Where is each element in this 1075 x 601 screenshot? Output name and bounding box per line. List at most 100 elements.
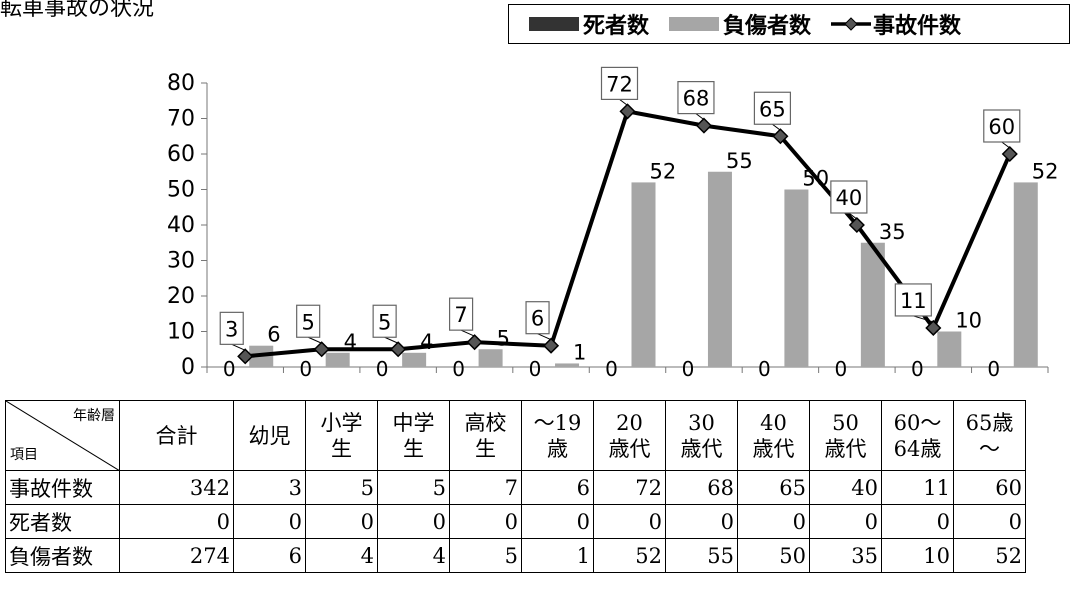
label-box-accidents [753, 91, 792, 125]
header-line: 生 [403, 436, 424, 461]
data-label-injured: 52 [1032, 159, 1059, 183]
data-label-accidents: 65 [759, 97, 786, 121]
header-line: 30 [688, 410, 715, 435]
data-label-deaths: 0 [758, 357, 771, 381]
corner-diagonal [6, 401, 120, 471]
table-cell: 6 [521, 470, 594, 505]
table-row: 死者数 0 0 0 0 0 0 0 0 0 0 0 0 [5, 504, 1026, 539]
data-label-injured: 52 [650, 159, 677, 183]
label-box-accidents [296, 304, 321, 338]
leader-accidents [1001, 141, 1011, 149]
table-cell: 0 [737, 504, 810, 539]
data-label-accidents: 60 [988, 115, 1015, 139]
legend-item-accidents: 事故件数 [831, 8, 961, 40]
table-cell: 52 [593, 538, 666, 573]
label-box-accidents [600, 66, 639, 101]
y-tick-label: 0 [181, 355, 195, 380]
table-header-cell: 合計 [119, 400, 234, 471]
label-box-accidents [830, 180, 868, 214]
data-label-accidents: 6 [531, 307, 544, 331]
header-line: 20 [616, 410, 643, 435]
marker-accidents [542, 337, 560, 354]
table-header-cell: 小学生 [305, 400, 378, 471]
header-line: 歳代 [680, 436, 723, 461]
legend-label-accidents: 事故件数 [873, 14, 962, 39]
label-box-accidents [983, 109, 1021, 143]
table-header-row: 年齢層 項目 合計 幼児 小学生中学生高校生〜19 歳 20 歳代 30 歳代 40 歳代 50 歳代… [5, 400, 1026, 471]
table-cell: 7 [449, 470, 522, 505]
leader-accidents [231, 343, 246, 351]
table-cell: 5 [377, 470, 450, 505]
data-label-deaths: 0 [987, 357, 1000, 381]
y-tick-label: 50 [167, 178, 195, 203]
table-cell: 60 [953, 470, 1026, 505]
data-label-accidents: 68 [683, 87, 710, 111]
table-header-cell: 50 歳代 [809, 400, 882, 471]
y-tick-label: 70 [167, 107, 195, 132]
leader-accidents [307, 336, 322, 344]
header-line: 小学 [320, 410, 363, 435]
table-header-cell: 65歳〜 [953, 400, 1026, 471]
header-line: 歳代 [824, 436, 867, 461]
legend-swatch-injured [669, 17, 720, 31]
leader-accidents [384, 336, 399, 344]
table-cell: 5 [305, 470, 378, 505]
table-cell: 342 [119, 470, 234, 505]
table-cell: 0 [233, 504, 306, 539]
marker-accidents [619, 103, 636, 120]
header-line: 〜 [979, 436, 1000, 461]
header-line: 歳代 [608, 436, 651, 461]
header-line: 50 [832, 410, 859, 435]
header-line: 生 [475, 436, 496, 461]
data-label-accidents: 40 [835, 186, 862, 210]
marker-accidents [925, 319, 942, 337]
table-cell: 0 [119, 504, 234, 539]
table-cell: 0 [521, 504, 594, 539]
line-group [237, 103, 1018, 365]
leader-accidents [460, 329, 475, 337]
legend-swatch-deaths [529, 17, 579, 31]
data-label-injured: 35 [879, 220, 906, 244]
table-cell: 4 [305, 538, 378, 573]
table-cell: 0 [593, 504, 666, 539]
data-label-deaths: 0 [299, 357, 312, 381]
bar-injured [555, 363, 580, 367]
corner-top-label: 年齢層 [73, 408, 115, 424]
y-tick-label: 40 [167, 213, 195, 238]
leader-accidents [772, 123, 781, 131]
label-box-accidents [372, 304, 397, 338]
label-box-accidents [525, 301, 550, 335]
y-tick-label: 80 [167, 71, 195, 96]
bar-injured [631, 182, 656, 367]
marker-accidents [237, 348, 254, 365]
marker-accidents [695, 117, 713, 134]
table-cell: 40 [809, 470, 882, 505]
data-table: 年齢層 項目 合計 幼児 小学生中学生高校生〜19 歳 20 歳代 30 歳代 40 歳代 50 歳代… [5, 400, 1026, 573]
data-label-deaths: 0 [605, 357, 618, 381]
data-label-injured: 5 [497, 326, 510, 350]
leader-accidents [619, 99, 628, 106]
row-label: 事故件数 [5, 470, 120, 505]
data-label-injured: 1 [573, 340, 586, 364]
marker-accidents [772, 128, 789, 145]
table-cell: 55 [665, 538, 738, 573]
data-label-deaths: 0 [452, 357, 465, 381]
data-label-deaths: 0 [834, 357, 847, 381]
bar-injured [1013, 182, 1038, 367]
bar-injured [707, 171, 732, 367]
data-label-accidents: 72 [606, 72, 633, 96]
row-label: 死者数 [5, 504, 120, 539]
table-cell: 50 [737, 538, 810, 573]
table-header-cell: 高校生 [449, 400, 522, 471]
table-cell: 274 [119, 538, 234, 573]
header-line: 64歳 [893, 436, 942, 461]
data-label-accidents: 3 [225, 317, 238, 341]
leader-accidents [913, 315, 934, 323]
table-cell: 4 [377, 538, 450, 573]
table-cell: 72 [593, 470, 666, 505]
label-box-accidents [677, 80, 715, 115]
bar-injured [937, 331, 962, 367]
